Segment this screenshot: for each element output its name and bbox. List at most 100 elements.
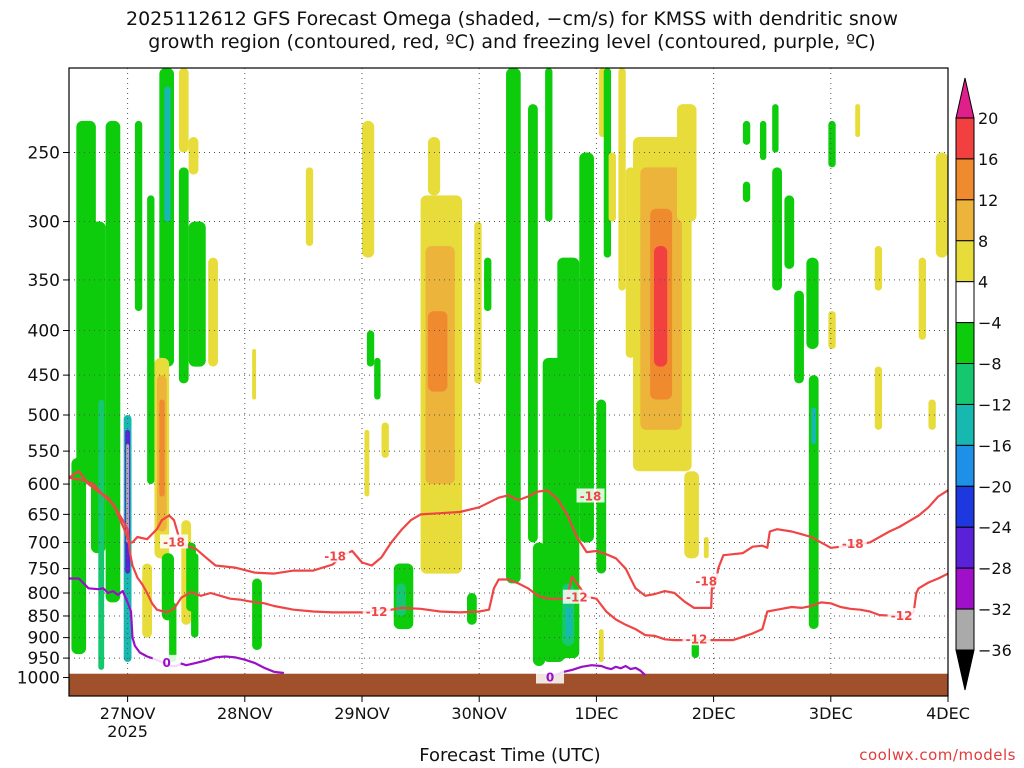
y-tick-label-4: 450 bbox=[28, 366, 60, 386]
omega-cell-45 bbox=[545, 68, 553, 222]
y-tick-label-2: 350 bbox=[28, 271, 60, 291]
contour-label-2: -18 bbox=[324, 549, 346, 563]
contour-label-bg-0 bbox=[576, 488, 605, 503]
omega-cell-84 bbox=[928, 399, 936, 430]
y-tick-label-1: 300 bbox=[28, 213, 60, 233]
omega-cell-31 bbox=[374, 357, 381, 400]
contour-label-3: -18 bbox=[695, 574, 717, 588]
colorbar-label-2: 12 bbox=[978, 191, 998, 210]
omega-cell-67 bbox=[742, 120, 751, 145]
omega-cell-70 bbox=[772, 104, 779, 153]
omega-cell-71 bbox=[772, 167, 782, 291]
x-tick-label-2: 29NOV bbox=[334, 704, 390, 723]
colorbar-label-0: 20 bbox=[978, 109, 998, 128]
colorbar: 20 16 12 8 4 −4 −8 −12 −16 −20 −24 −28 −32 −36 bbox=[955, 77, 1012, 691]
contours: -18 -18 -18 -18 -18 -12 -12 -12 -12 0 0 bbox=[68, 470, 949, 685]
x-tick-label-0: 27NOV bbox=[100, 704, 156, 723]
omega-cell-46 bbox=[532, 542, 546, 666]
contour-label-1: -18 bbox=[163, 535, 185, 549]
omega-cell-44 bbox=[528, 104, 538, 543]
contour-0-series bbox=[68, 470, 949, 609]
contour-label-bg-10 bbox=[536, 669, 565, 684]
colorbar-label-11: −28 bbox=[978, 559, 1012, 578]
omega-cell-24 bbox=[169, 602, 177, 663]
x-tick-label-5: 2DEC bbox=[692, 704, 736, 723]
omega-cell-51 bbox=[579, 152, 594, 543]
omega-cell-52 bbox=[596, 399, 607, 574]
omega-cell-50 bbox=[566, 606, 572, 638]
credit-link[interactable]: coolwx.com/models bbox=[859, 746, 1016, 764]
omega-cell-8 bbox=[134, 120, 143, 312]
omega-cell-14 bbox=[178, 68, 189, 153]
omega-cell-76 bbox=[811, 407, 817, 445]
colorbar-segment-12 bbox=[955, 608, 975, 651]
chart-title: 2025112612 GFS Forecast Omega (shaded, −… bbox=[0, 8, 1024, 54]
x-tick-label-6: 3DEC bbox=[809, 704, 853, 723]
y-tick-label-7: 600 bbox=[28, 475, 60, 495]
chart-title-line-2: growth region (contoured, red, ºC) and f… bbox=[148, 31, 876, 53]
x-axis-label: Forecast Time (UTC) bbox=[419, 745, 601, 766]
contour-label-bg-5 bbox=[362, 603, 391, 618]
omega-cell-43 bbox=[506, 68, 521, 584]
omega-cell-30 bbox=[364, 429, 370, 497]
omega-cell-13 bbox=[188, 221, 206, 367]
omega-cell-22 bbox=[142, 563, 153, 638]
x-tick-label-4: 1DEC bbox=[575, 704, 619, 723]
omega-cell-35 bbox=[396, 583, 406, 616]
omega-cell-54 bbox=[598, 629, 604, 663]
colorbar-label-4: 4 bbox=[978, 273, 988, 292]
contour-label-0: -18 bbox=[580, 489, 602, 503]
colorbar-label-1: 16 bbox=[978, 150, 998, 169]
contour-label-6: -12 bbox=[566, 591, 588, 605]
omega-cell-28 bbox=[305, 167, 314, 246]
omega-cell-68 bbox=[742, 181, 751, 203]
contour-label-bg-8 bbox=[887, 607, 916, 622]
contour-label-bg-4 bbox=[838, 536, 867, 551]
colorbar-segment-4 bbox=[955, 281, 975, 324]
y-tick-label-9: 700 bbox=[28, 533, 60, 553]
omega-shading bbox=[71, 68, 948, 670]
colorbar-segment-9 bbox=[955, 485, 975, 528]
omega-cell-79 bbox=[855, 104, 861, 138]
omega-cell-36 bbox=[427, 137, 441, 196]
x-tick-label-3: 30NOV bbox=[451, 704, 507, 723]
omega-cell-33 bbox=[381, 422, 389, 458]
colorbar-segment-8 bbox=[955, 444, 975, 487]
frame-rect bbox=[68, 67, 949, 697]
terrain-fill bbox=[69, 673, 948, 696]
colorbar-label-12: −32 bbox=[978, 600, 1012, 619]
colorbar-segment-6 bbox=[955, 363, 975, 405]
colorbar-label-9: −20 bbox=[978, 477, 1012, 496]
colorbar-segment-11 bbox=[955, 567, 975, 610]
y-tick-label-5: 500 bbox=[28, 406, 60, 426]
colorbar-segment-2 bbox=[955, 199, 975, 242]
contour-label-5: -12 bbox=[366, 605, 388, 619]
x-tick-label-7: 4DEC bbox=[926, 704, 970, 723]
omega-cell-32 bbox=[366, 330, 375, 367]
omega-cell-78 bbox=[828, 311, 836, 349]
omega-cell-27 bbox=[252, 348, 257, 400]
colorbar-segment-3 bbox=[955, 240, 975, 283]
contour-label-8: -12 bbox=[891, 609, 913, 623]
y-tick-label-15: 1000 bbox=[17, 669, 60, 689]
contour-label-bg-6 bbox=[562, 589, 591, 604]
contour-label-bg-7 bbox=[682, 631, 711, 646]
colorbar-label-5: −4 bbox=[978, 314, 1002, 333]
omega-cell-39 bbox=[427, 311, 448, 392]
contour-label-4: -18 bbox=[842, 537, 864, 551]
y-tick-label-10: 750 bbox=[28, 560, 60, 580]
omega-cell-9 bbox=[147, 195, 155, 485]
omega-cell-42 bbox=[466, 593, 477, 625]
omega-cell-74 bbox=[806, 257, 819, 349]
colorbar-label-10: −24 bbox=[978, 518, 1012, 537]
omega-cell-69 bbox=[759, 120, 767, 161]
omega-cell-80 bbox=[874, 245, 883, 291]
omega-cell-82 bbox=[918, 257, 927, 340]
colorbar-segment-0 bbox=[955, 117, 975, 160]
omega-cell-81 bbox=[874, 366, 883, 430]
omega-cell-21 bbox=[159, 399, 165, 497]
contour-label-bg-2 bbox=[321, 548, 350, 563]
omega-cell-40 bbox=[474, 221, 482, 384]
omega-cell-73 bbox=[794, 290, 804, 384]
